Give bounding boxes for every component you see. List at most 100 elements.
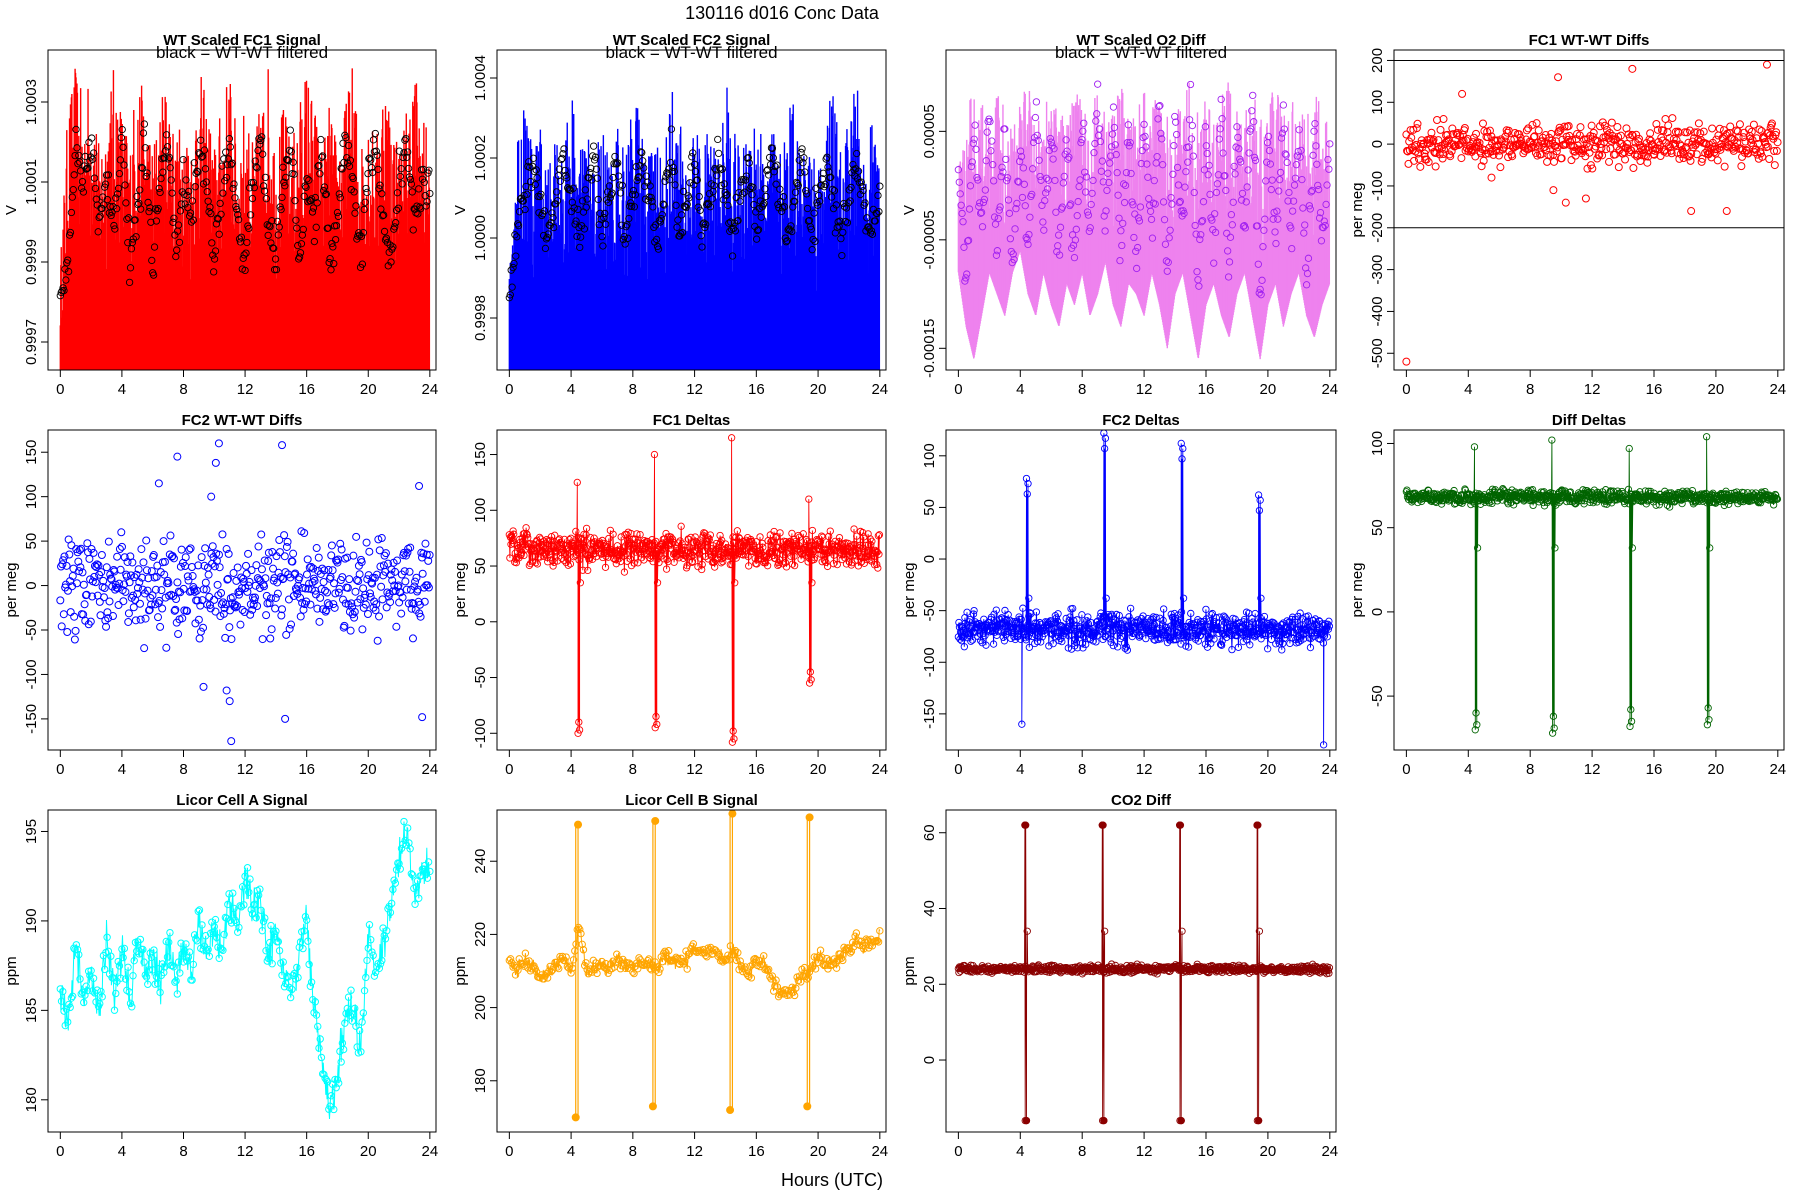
data-point — [601, 209, 609, 218]
data-point — [338, 165, 346, 173]
data-point — [190, 587, 199, 596]
data-point — [867, 227, 876, 235]
data-point — [688, 153, 696, 161]
outlier-point — [1687, 207, 1696, 216]
data-point — [77, 544, 86, 553]
data-point — [1623, 140, 1632, 149]
data-point — [1190, 188, 1198, 197]
data-point — [208, 542, 217, 551]
data-point — [1133, 243, 1142, 252]
x-tick-label: 4 — [118, 381, 126, 398]
data-point — [113, 584, 122, 593]
data-point — [1726, 122, 1735, 131]
data-point — [67, 208, 76, 217]
data-point — [91, 184, 100, 193]
data-point — [1674, 128, 1683, 137]
data-point — [986, 117, 994, 126]
data-point — [1017, 152, 1026, 161]
data-point — [312, 544, 321, 553]
x-tick-label: 16 — [748, 381, 765, 398]
data-point — [375, 612, 384, 621]
data-point — [966, 182, 975, 190]
data-point — [980, 195, 989, 204]
data-point — [284, 157, 293, 165]
data-point — [248, 605, 257, 614]
data-point — [1132, 247, 1140, 256]
data-point — [671, 181, 679, 189]
data-point — [1278, 129, 1287, 137]
data-point — [721, 188, 729, 197]
data-point — [1228, 221, 1236, 229]
data-point — [1580, 144, 1589, 153]
data-point — [106, 574, 115, 583]
x-tick-label: 8 — [179, 381, 187, 398]
data-point — [1023, 235, 1031, 244]
data-point — [305, 176, 313, 184]
data-point — [351, 209, 359, 217]
data-point — [1770, 161, 1779, 170]
data-point — [1119, 219, 1127, 228]
data-point — [1274, 215, 1282, 223]
data-point — [1305, 202, 1314, 210]
data-point — [518, 534, 526, 542]
data-point — [140, 120, 149, 128]
data-point — [337, 164, 345, 173]
x-tick-label: 16 — [298, 761, 315, 778]
data-point — [285, 146, 294, 155]
data-point — [1679, 154, 1688, 163]
data-point — [818, 175, 827, 183]
data-point — [85, 554, 94, 563]
data-point — [1735, 120, 1744, 129]
data-point — [522, 182, 530, 191]
data-point — [678, 228, 687, 237]
data-point — [348, 172, 356, 181]
data-point — [553, 197, 562, 205]
data-point — [1429, 135, 1438, 144]
data-point — [270, 244, 278, 253]
data-point — [425, 551, 434, 560]
data-point — [261, 574, 270, 583]
data-point — [1773, 138, 1782, 147]
data-point — [170, 606, 179, 615]
data-point — [1756, 149, 1765, 158]
data-point — [1018, 193, 1027, 202]
data-point — [361, 590, 370, 599]
data-point — [718, 165, 727, 173]
y-axis-label: per meg — [3, 562, 20, 617]
data-point — [569, 184, 577, 192]
data-point — [68, 193, 76, 201]
data-point — [795, 156, 803, 164]
data-point — [1107, 152, 1115, 160]
data-point — [212, 220, 221, 228]
data-point — [102, 622, 111, 631]
data-point — [1594, 151, 1603, 160]
data-point — [695, 192, 703, 201]
data-point — [374, 165, 382, 173]
data-point — [1058, 203, 1067, 211]
data-point — [1528, 120, 1537, 129]
data-point — [168, 189, 176, 197]
data-point — [1543, 139, 1552, 148]
plot-area — [56, 439, 434, 746]
data-point — [289, 158, 297, 166]
data-point — [1245, 149, 1253, 157]
data-point — [697, 232, 705, 240]
data-point — [317, 135, 325, 144]
data-point — [232, 202, 240, 211]
data-point — [1321, 221, 1329, 230]
data-point — [661, 177, 669, 185]
data-point — [81, 152, 89, 161]
data-point — [381, 549, 390, 558]
data-point — [395, 598, 404, 607]
data-point — [551, 531, 559, 539]
data-point — [1281, 150, 1289, 158]
data-point — [107, 211, 115, 220]
data-point — [1250, 153, 1259, 162]
data-point — [807, 225, 815, 233]
data-point — [233, 205, 241, 214]
data-point — [1026, 213, 1034, 221]
data-point — [1009, 250, 1017, 258]
data-point — [548, 209, 556, 217]
data-point — [508, 283, 516, 291]
plot-frame — [1393, 49, 1785, 371]
